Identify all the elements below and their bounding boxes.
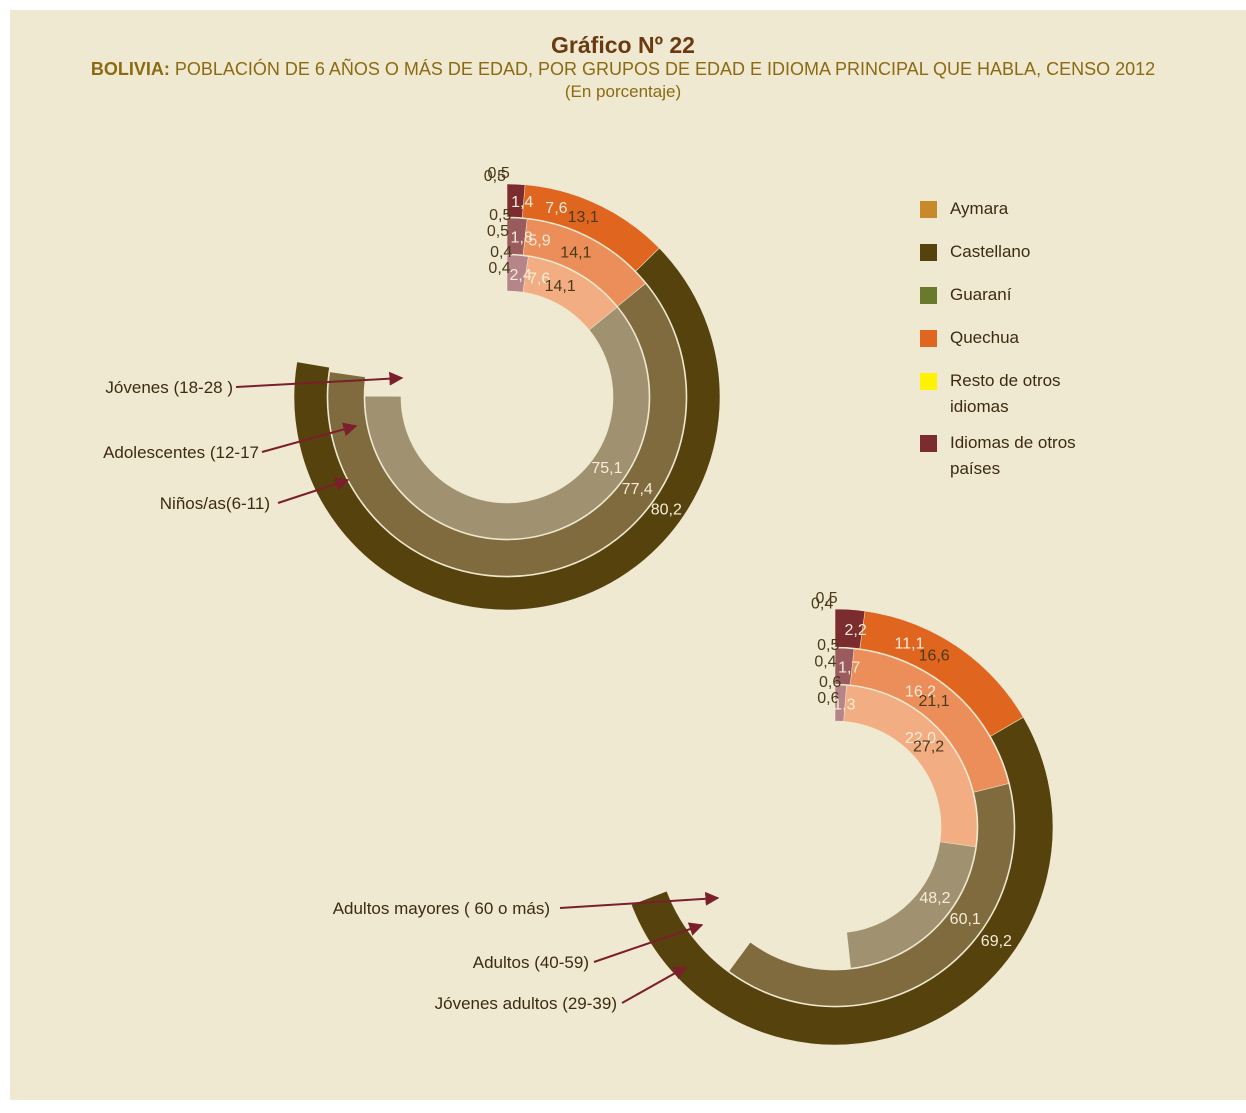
c1-inner-label-guarani: 0,4 bbox=[490, 244, 512, 261]
c1-inner-ring-label: Jóvenes (18-28 ) bbox=[105, 378, 233, 397]
c2-outer-ring-label: Jóvenes adultos (29-39) bbox=[435, 994, 617, 1013]
chart-heading: Gráfico Nº 22 bbox=[551, 32, 695, 58]
c2-outer-label-guarani: 0,5 bbox=[815, 590, 837, 607]
legend-swatch-otros-paises bbox=[920, 435, 937, 452]
donut-chart-2: 11,169,20,516,60,42,216,260,10,521,10,4 1… bbox=[333, 590, 1054, 1046]
c2-outer-slice-quechua bbox=[834, 608, 1024, 737]
c1-middle-slice-quechua bbox=[506, 217, 646, 307]
c2-inner-label-aymara: 22,0 bbox=[905, 730, 936, 747]
c2-inner-slice-idiomas-de-otros-paises bbox=[834, 684, 847, 722]
legend-label-aymara: Aymara bbox=[950, 199, 1009, 218]
c2-outer-slice-idiomas-de-otros-paises bbox=[834, 608, 866, 650]
c1-inner-ring-arrow bbox=[235, 371, 404, 388]
chart-title-text: POBLACIÓN DE 6 AÑOS O MÁS DE EDAD, POR G… bbox=[169, 59, 1156, 79]
c1-inner-label-idiomas-de-otros-paises: 2,4 bbox=[510, 267, 532, 284]
c2-outer-slice-castellano bbox=[630, 608, 1054, 1046]
c2-middle-label-castellano: 60,1 bbox=[950, 911, 981, 928]
c2-middle-label-resto-de-otros-idiomas: 0,4 bbox=[814, 653, 836, 670]
c2-inner-slice-quechua bbox=[834, 684, 978, 848]
legend-swatch-quechua bbox=[920, 330, 937, 347]
c1-middle-label-idiomas-de-otros-paises: 1,8 bbox=[511, 230, 533, 247]
c1-inner-slice-idiomas-de-otros-paises bbox=[506, 254, 529, 293]
c2-middle-ring-label: Adultos (40-59) bbox=[473, 953, 589, 972]
c2-inner-label-resto-de-otros-idiomas: 0,6 bbox=[817, 690, 839, 707]
c1-inner-label-aymara: 7,6 bbox=[528, 270, 550, 287]
c1-outer-label-guarani: 0,5 bbox=[488, 165, 510, 182]
c2-inner-ring-arrow bbox=[559, 891, 720, 909]
c1-inner-label-castellano: 75,1 bbox=[591, 460, 622, 477]
c1-outer-slice-quechua bbox=[506, 183, 660, 272]
c2-middle-slice-idiomas-de-otros-paises bbox=[834, 647, 855, 686]
c1-middle-ring-label: Adolescentes (12-17 bbox=[103, 443, 259, 462]
c1-outer-label-aymara: 7,6 bbox=[545, 200, 567, 217]
c1-outer-label-castellano: 80,2 bbox=[651, 502, 682, 519]
legend-swatch-guarani bbox=[920, 287, 937, 304]
c2-inner-label-idiomas-de-otros-paises: 1,3 bbox=[833, 696, 855, 713]
c2-inner-ring-label: Adultos mayores ( 60 o más) bbox=[333, 899, 550, 918]
c1-inner-label-quechua: 14,1 bbox=[545, 278, 576, 295]
legend-label-quechua: Quechua bbox=[950, 328, 1019, 347]
c1-middle-label-quechua: 14,1 bbox=[560, 244, 591, 261]
c1-middle-label-resto-de-otros-idiomas: 0,5 bbox=[487, 223, 509, 240]
legend-label-otros-paises: Idiomas de otros países bbox=[950, 433, 1076, 478]
legend-label-castellano: Castellano bbox=[950, 242, 1031, 261]
chart-subtitle: (En porcentaje) bbox=[564, 82, 682, 101]
c2-outer-label-resto-de-otros-idiomas: 0,4 bbox=[811, 595, 833, 612]
c1-middle-label-guarani: 0,5 bbox=[489, 207, 511, 224]
c1-outer-slice-castellano bbox=[293, 183, 721, 611]
c2-middle-label-idiomas-de-otros-paises: 1,7 bbox=[838, 660, 860, 677]
c2-inner-label-guarani: 0,6 bbox=[819, 674, 841, 691]
c1-outer-slice-idiomas-de-otros-paises bbox=[506, 183, 526, 218]
c1-middle-label-castellano: 77,4 bbox=[622, 481, 653, 498]
c2-outer-label-quechua: 16,6 bbox=[919, 647, 950, 664]
donut-chart-1: 7,680,20,513,10,51,45,977,40,514,10,5 1,8… bbox=[103, 165, 721, 611]
c1-middle-label-aymara: 5,9 bbox=[528, 232, 550, 249]
c1-outer-label-resto-de-otros-idiomas: 0,5 bbox=[484, 168, 506, 185]
chart-title-country: BOLIVIA: bbox=[90, 59, 170, 79]
c1-outer-label-quechua: 13,1 bbox=[568, 209, 599, 226]
legend-swatch-castellano bbox=[920, 244, 937, 261]
c2-outer-label-idiomas-de-otros-paises: 2,2 bbox=[845, 622, 867, 639]
c2-middle-label-guarani: 0,5 bbox=[817, 637, 839, 654]
c1-middle-slice-idiomas-de-otros-paises bbox=[506, 217, 528, 256]
c1-middle-ring-arrow bbox=[261, 422, 358, 453]
c1-outer-label-idiomas-de-otros-paises: 1,4 bbox=[511, 194, 533, 211]
legend-swatch-aymara bbox=[920, 201, 937, 218]
c1-inner-label-resto-de-otros-idiomas: 0,4 bbox=[488, 260, 510, 277]
c2-outer-label-castellano: 69,2 bbox=[981, 933, 1012, 950]
c2-outer-ring-arrow bbox=[621, 966, 688, 1004]
c1-middle-slice-castellano bbox=[327, 217, 687, 577]
c1-outer-ring-arrow bbox=[277, 477, 350, 504]
c1-outer-ring-label: Niños/as(6-11) bbox=[160, 494, 270, 513]
c1-inner-slice-quechua bbox=[506, 254, 618, 331]
c2-inner-label-castellano: 48,2 bbox=[919, 890, 950, 907]
legend-swatch-resto bbox=[920, 373, 937, 390]
c2-inner-label-quechua: 27,2 bbox=[913, 739, 944, 756]
c2-middle-label-quechua: 21,1 bbox=[919, 693, 950, 710]
legend-label-resto: Resto de otros idiomas bbox=[950, 371, 1061, 416]
c2-middle-slice-quechua bbox=[834, 647, 1010, 793]
c2-outer-label-aymara: 11,1 bbox=[894, 635, 924, 652]
legend-label-guarani: Guaraní bbox=[950, 285, 1012, 304]
chart-title: BOLIVIA: POBLACIÓN DE 6 AÑOS O MÁS DE ED… bbox=[0, 58, 1246, 80]
c2-middle-ring-arrow bbox=[593, 922, 704, 963]
c1-inner-slice-castellano bbox=[364, 254, 650, 540]
title-block: Gráfico Nº 22 BOLIVIA: POBLACIÓN DE 6 AÑ… bbox=[0, 32, 1246, 104]
c2-middle-label-aymara: 16,2 bbox=[905, 684, 936, 701]
